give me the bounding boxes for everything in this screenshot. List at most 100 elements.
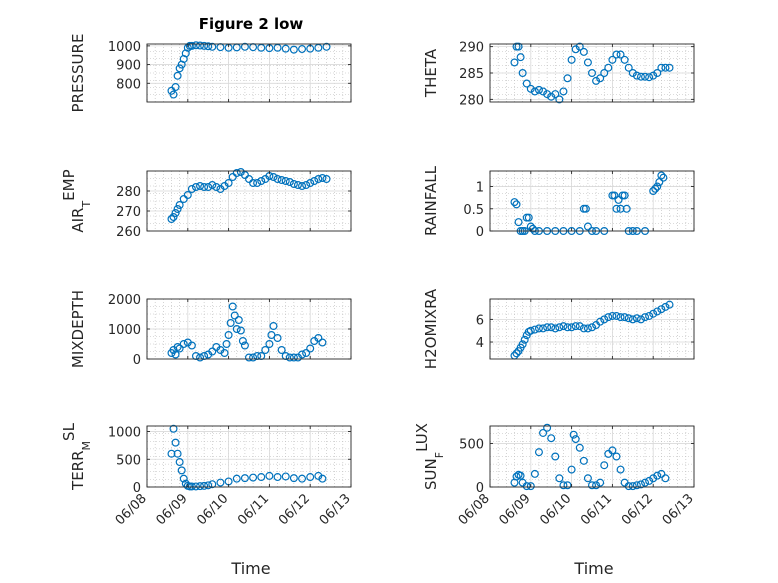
subplot-h2omixra: 4 6 H2OMIXRA <box>422 288 695 369</box>
data-point <box>175 458 184 467</box>
y-tick-label: 500 <box>116 453 141 468</box>
data-point <box>212 183 221 192</box>
data-point <box>665 63 674 72</box>
data-point <box>240 171 249 180</box>
data-point <box>249 353 258 362</box>
data-point <box>547 434 556 443</box>
data-point <box>645 311 654 320</box>
data-point <box>657 171 666 180</box>
data-point <box>261 346 270 355</box>
data-point <box>608 446 617 455</box>
y-tick-label: 6 <box>476 313 484 328</box>
data-point <box>322 42 331 51</box>
subplot-theta: 280 285 290 THETA <box>422 41 695 108</box>
data-point <box>653 68 662 77</box>
data-point <box>649 187 658 196</box>
data-point <box>534 324 543 333</box>
data-point <box>657 469 666 478</box>
axes-box <box>489 425 695 488</box>
data-point <box>651 184 660 193</box>
series-markers <box>510 42 674 104</box>
data-point <box>208 480 217 489</box>
y-axis-label: AIRTEMP <box>60 169 93 232</box>
data-point <box>628 315 637 324</box>
data-point <box>173 449 182 458</box>
data-point <box>522 482 531 491</box>
y-tick-label: 1000 <box>108 323 141 338</box>
data-point <box>512 200 521 209</box>
data-point <box>551 324 560 333</box>
data-point <box>240 474 249 483</box>
y-axis-label: MIXDEPTH <box>69 290 87 368</box>
data-point <box>277 176 286 185</box>
data-point <box>567 323 576 332</box>
data-point <box>612 204 621 213</box>
data-point <box>614 195 623 204</box>
data-point <box>616 204 625 213</box>
data-point <box>196 41 205 50</box>
data-point <box>196 482 205 491</box>
data-point <box>653 307 662 316</box>
data-point <box>269 173 278 182</box>
series-markers <box>167 41 331 99</box>
data-point <box>563 481 572 490</box>
data-point <box>596 74 605 83</box>
data-point <box>661 474 670 483</box>
data-point <box>543 90 552 99</box>
data-point <box>555 474 564 483</box>
data-point <box>310 177 319 186</box>
data-point <box>555 323 564 332</box>
data-point <box>579 324 588 333</box>
data-point <box>293 181 302 190</box>
series-markers <box>510 300 674 360</box>
subplot-air_temp: 260 270 280 AIRTEMP <box>60 168 352 240</box>
data-point <box>265 340 274 349</box>
data-point <box>302 181 311 190</box>
data-point <box>191 482 200 491</box>
data-point <box>579 456 588 465</box>
data-point <box>289 180 298 189</box>
data-point <box>587 481 596 490</box>
data-point <box>253 179 262 188</box>
data-point <box>661 63 670 72</box>
data-point <box>534 448 543 457</box>
data-point <box>267 331 276 340</box>
data-point <box>583 58 592 67</box>
data-point <box>179 195 188 204</box>
data-point <box>543 423 552 432</box>
data-point <box>298 182 307 191</box>
data-point <box>604 63 613 72</box>
data-point <box>543 323 552 332</box>
data-point <box>653 471 662 480</box>
data-point <box>612 452 621 461</box>
data-point <box>632 481 641 490</box>
data-point <box>167 449 176 458</box>
data-point <box>641 313 650 322</box>
data-point <box>171 209 180 218</box>
data-point <box>571 45 580 54</box>
data-point <box>318 174 327 183</box>
data-point <box>314 175 323 184</box>
data-point <box>628 68 637 77</box>
data-point <box>318 474 327 483</box>
data-point <box>510 58 519 67</box>
data-point <box>177 466 186 475</box>
data-point <box>196 182 205 191</box>
y-tick-label: 0 <box>133 353 141 368</box>
data-point <box>628 482 637 491</box>
data-point <box>539 428 548 437</box>
data-point <box>559 87 568 96</box>
data-point <box>298 474 307 483</box>
data-point <box>620 313 629 322</box>
y-tick-label: 4 <box>476 336 484 351</box>
y-tick-label: 1000 <box>108 40 141 55</box>
data-point <box>273 175 282 184</box>
data-point <box>547 92 556 101</box>
data-point <box>191 183 200 192</box>
data-point <box>175 344 184 353</box>
data-point <box>653 182 662 191</box>
data-point <box>514 218 523 227</box>
data-point <box>204 481 213 490</box>
data-point <box>298 350 307 359</box>
data-point <box>641 72 650 81</box>
